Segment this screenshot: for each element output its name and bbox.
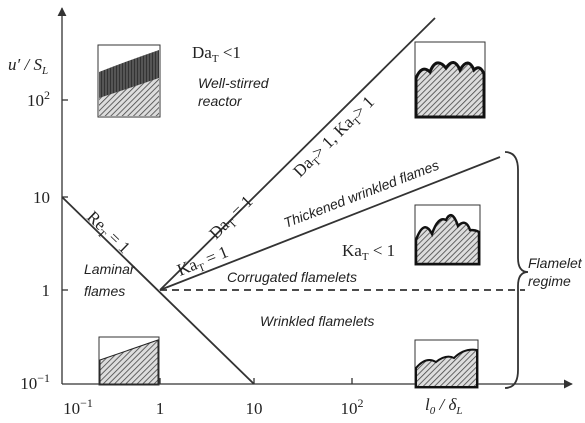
da-ka-gt-label: DaT> 1, KaT> 1	[289, 92, 380, 183]
tick-exp: −1	[80, 396, 93, 410]
corrugated-label: Corrugated flamelets	[227, 269, 357, 285]
tick-base: 1	[42, 281, 51, 300]
tick-label: 1	[156, 399, 165, 418]
tick-base: 10	[341, 399, 358, 418]
laminar-label: Laminar	[84, 261, 136, 277]
da-label: DaT = 1	[205, 192, 258, 245]
da-lt-label: DaT <1	[192, 43, 241, 65]
inset-laminar	[99, 337, 159, 385]
regime-diagram: u′ / SL l0 / δL 10−111010210210110−1 ReT…	[0, 0, 585, 423]
brace	[505, 152, 528, 388]
tick-label: 102	[27, 88, 50, 110]
tick-base: 10	[27, 91, 44, 110]
tick-base: 10	[20, 374, 37, 393]
tick-label: 10	[246, 399, 263, 418]
label-sub: L	[41, 65, 48, 77]
re-label: ReT = 1	[81, 207, 134, 259]
wrinkled-label: Wrinkled flamelets	[260, 313, 374, 329]
laminar-label: flames	[84, 283, 125, 299]
label-part: <1	[219, 43, 241, 62]
tick-exp: 2	[44, 88, 50, 102]
tick-base: 10	[63, 399, 80, 418]
inset-wrinkled	[415, 340, 478, 388]
tick-base: 10	[33, 188, 50, 207]
inset-stirred	[98, 45, 160, 117]
label-sub: L	[455, 405, 462, 417]
tick-base: 1	[156, 399, 165, 418]
label-part: < 1	[369, 241, 396, 260]
tick-exp: 2	[358, 396, 364, 410]
inset-fill	[416, 62, 484, 117]
well-stirred-label: reactor	[198, 93, 243, 109]
inset-distributed	[415, 42, 485, 118]
ka-lt-label: KaT < 1	[342, 241, 395, 263]
tick-label: 1	[42, 281, 51, 300]
label-part: Ka	[342, 241, 362, 260]
inset-thickened	[415, 205, 480, 265]
tick-label: 102	[341, 396, 364, 418]
label-part: Da	[192, 43, 212, 62]
flamelet-label: Flamelet	[528, 255, 583, 271]
tick-exp: −1	[37, 371, 50, 385]
tick-label: 10−1	[63, 396, 93, 418]
label-part: / δ	[435, 395, 457, 414]
x-axis-label: l0 / δL	[425, 395, 463, 417]
tick-label: 10	[33, 188, 50, 207]
tick-label: 10−1	[20, 371, 50, 393]
well-stirred-label: Well-stirred	[198, 75, 270, 91]
flamelet-label: regime	[528, 273, 571, 289]
label-part: u′ / S	[8, 55, 42, 74]
tick-base: 10	[246, 399, 263, 418]
y-axis-label: u′ / SL	[8, 55, 48, 77]
